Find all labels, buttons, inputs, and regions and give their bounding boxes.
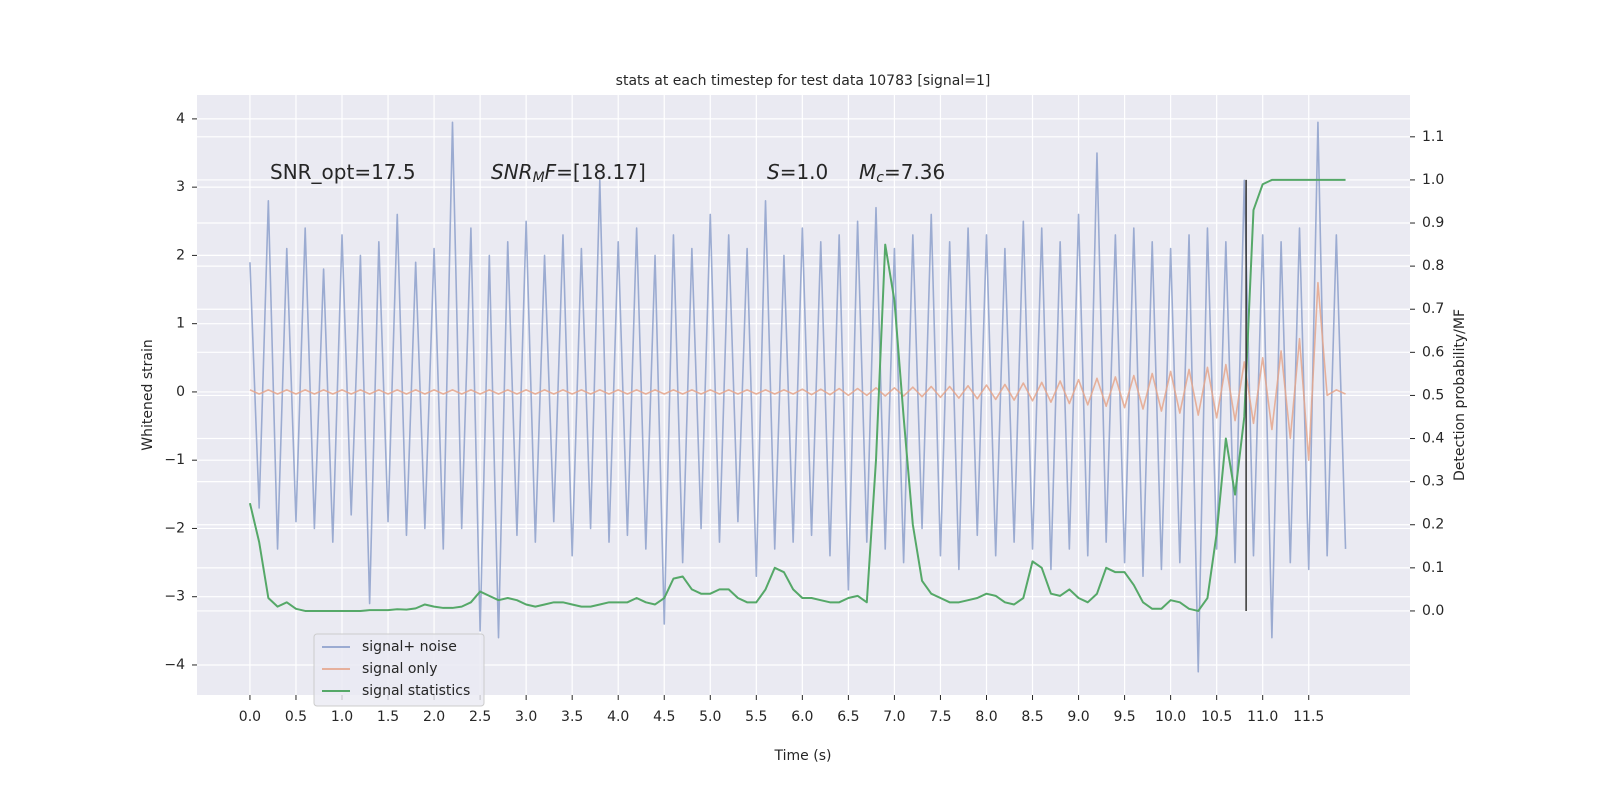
series-line: [249, 121, 1347, 673]
annotation-part: SNR_opt=17.5: [270, 160, 416, 184]
annotation-part: SNR: [491, 160, 533, 184]
x-tick-label: 10.0: [1155, 709, 1186, 725]
x-tick-label: 0.0: [239, 709, 261, 725]
annotation-part: =1.0: [780, 160, 829, 184]
legend-box: [313, 633, 485, 707]
legend-label: signal statistics: [362, 683, 470, 699]
y-tick-label: 2: [176, 247, 185, 263]
y2-tick-label: 0.2: [1422, 517, 1444, 533]
x-tick-label: 8.5: [1021, 709, 1043, 725]
x-tick-label: 11.5: [1293, 709, 1324, 725]
x-tick-label: 6.5: [837, 709, 859, 725]
annotation-part: c: [876, 170, 884, 186]
y2-tick-label: 0.8: [1422, 258, 1444, 274]
y-tick-label: −3: [164, 589, 185, 605]
y2-tick-label: 1.0: [1422, 172, 1444, 188]
y2-tick-label: 0.7: [1422, 301, 1444, 317]
y-axis-label: Whitened strain: [140, 339, 156, 450]
x-tick-label: 9.0: [1067, 709, 1089, 725]
annotation-part: =7.36: [884, 160, 945, 184]
x-axis-label: Time (s): [774, 748, 832, 764]
legend-label: signal only: [362, 661, 437, 677]
x-tick-label: 0.5: [285, 709, 307, 725]
x-tick-label: 3.0: [515, 709, 537, 725]
x-tick-label: 1.5: [377, 709, 399, 725]
x-tick-label: 4.5: [653, 709, 675, 725]
annotation: Mc=7.36: [859, 160, 945, 187]
x-tick-label: 7.0: [883, 709, 905, 725]
series-line: [249, 281, 1346, 461]
annotation: SNRMF=[18.17]: [491, 160, 646, 187]
y2-tick-label: 1.1: [1422, 129, 1444, 145]
annotation-part: M: [533, 170, 545, 186]
y2-tick-label: 0.1: [1422, 560, 1444, 576]
x-tick-label: 9.5: [1113, 709, 1135, 725]
y2-tick-label: 0.4: [1422, 431, 1444, 447]
x-tick-label: 6.0: [791, 709, 813, 725]
y2-tick-label: 0.9: [1422, 215, 1444, 231]
x-tick-label: 5.0: [699, 709, 721, 725]
annotation: S=1.0: [767, 160, 828, 184]
x-tick-label: 5.5: [745, 709, 767, 725]
chart-title: stats at each timestep for test data 107…: [616, 73, 991, 89]
y-tick-label: 3: [176, 179, 185, 195]
y-tick-label: 0: [176, 384, 185, 400]
y-tick-label: 4: [176, 111, 185, 127]
x-tick-label: 7.5: [929, 709, 951, 725]
legend: signal+ noise signal only signal statistic…: [313, 633, 485, 707]
y2-tick-label: 0.5: [1422, 387, 1444, 403]
y-tick-label: −1: [164, 452, 185, 468]
annotation-part: F: [545, 160, 557, 184]
annotation-part: S: [767, 160, 780, 184]
annotation: SNR_opt=17.5: [270, 160, 416, 184]
legend-label: signal+ noise: [362, 639, 457, 655]
x-tick-label: 3.5: [561, 709, 583, 725]
y-tick-label: −4: [164, 657, 185, 673]
series-line: [248, 178, 1346, 612]
annotation-part: =[18.17]: [556, 160, 646, 184]
y2-tick-label: 0.3: [1422, 474, 1444, 490]
y2-axis-label: Detection probability/MF: [1452, 309, 1468, 481]
y2-tick-label: 0.6: [1422, 344, 1444, 360]
x-tick-label: 2.5: [469, 709, 491, 725]
y-tick-label: −2: [164, 520, 185, 536]
x-tick-label: 2.0: [423, 709, 445, 725]
x-tick-label: 4.0: [607, 709, 629, 725]
x-tick-label: 10.5: [1201, 709, 1232, 725]
annotation-part: M: [859, 160, 876, 184]
y2-tick-label: 0.0: [1422, 603, 1444, 619]
x-tick-label: 1.0: [331, 709, 353, 725]
x-tick-label: 11.0: [1247, 709, 1278, 725]
y-tick-label: 1: [176, 316, 185, 332]
x-tick-label: 8.0: [975, 709, 997, 725]
